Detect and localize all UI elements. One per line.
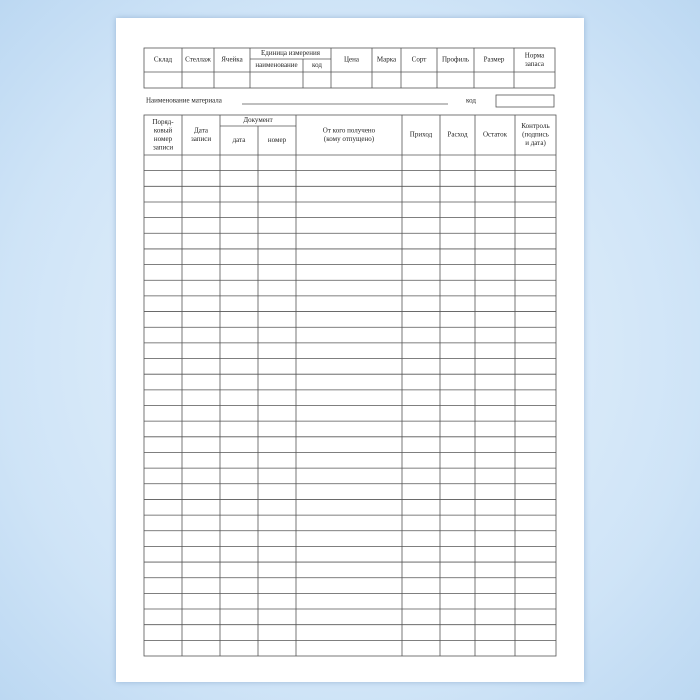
code-box <box>495 94 555 108</box>
header-label: Дата <box>194 126 209 134</box>
code-label: код <box>466 97 476 105</box>
header-label: Поряд- <box>152 118 174 126</box>
material-label: Наименование материала <box>146 97 223 105</box>
header-label: Расход <box>447 131 468 139</box>
header-label: (кому отпущено) <box>324 135 375 143</box>
header-label: записи <box>153 143 173 151</box>
header-label: Остаток <box>483 131 508 139</box>
header-label: номер <box>268 136 287 144</box>
header-label: Норма <box>525 51 545 59</box>
header-label: Сорт <box>412 56 427 64</box>
header-label: Размер <box>484 56 505 64</box>
header-label: номер <box>154 135 173 143</box>
header-label: записи <box>191 135 211 143</box>
top-table <box>143 47 556 89</box>
header-label: От кого получено <box>323 126 376 134</box>
header-label: запаса <box>525 60 545 68</box>
header-label: (подпись <box>522 131 549 139</box>
header-label: Единица измерения <box>261 49 321 57</box>
header-label: Приход <box>410 131 433 139</box>
header-label: Склад <box>154 56 173 64</box>
header-label: Профиль <box>442 56 469 64</box>
header-label: Марка <box>377 56 397 64</box>
sheet <box>116 18 584 682</box>
header-label: Документ <box>243 116 272 124</box>
header-label: Контроль <box>521 122 549 130</box>
header-label: код <box>312 61 322 69</box>
header-label: Стеллаж <box>185 56 211 64</box>
main-table <box>143 114 557 657</box>
header-label: дата <box>233 136 247 144</box>
header-label: ковый <box>154 126 173 134</box>
header-label: наименование <box>255 61 297 69</box>
header-label: Ячейка <box>221 56 243 64</box>
header-label: Цена <box>344 56 360 64</box>
header-label: и дата) <box>525 139 546 147</box>
